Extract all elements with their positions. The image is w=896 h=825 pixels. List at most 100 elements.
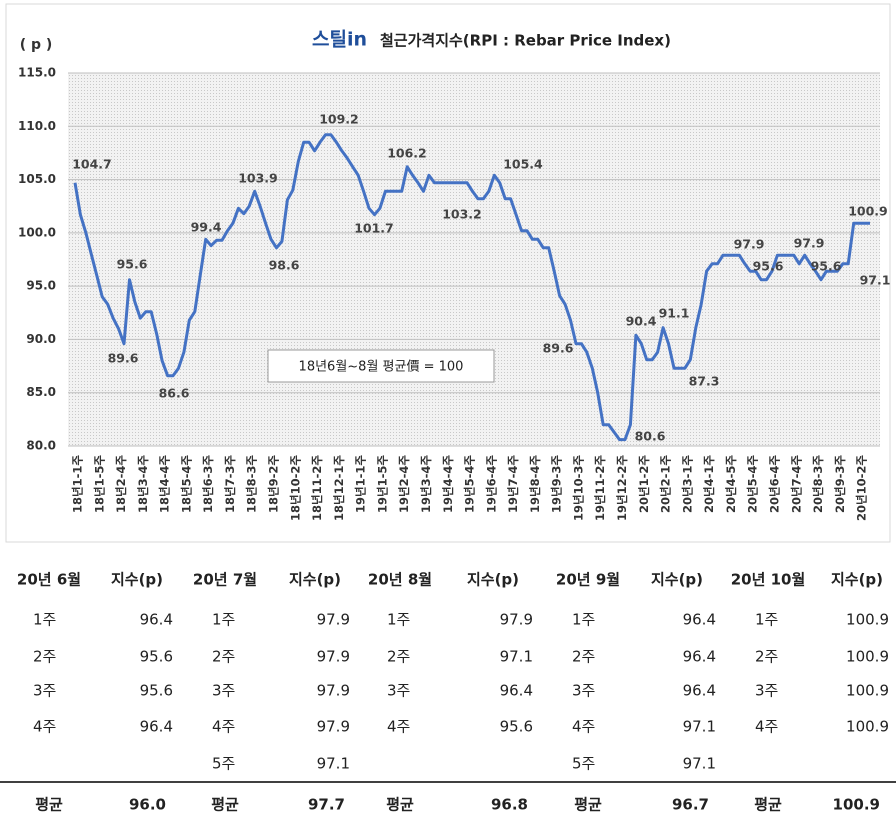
data-label: 91.1: [659, 306, 690, 321]
y-tick-label: 110.0: [18, 119, 56, 133]
week-value: 96.4: [683, 682, 716, 700]
week-value: 97.1: [317, 755, 350, 773]
data-label: 89.6: [108, 351, 139, 366]
table: 20년 6월 지수(p) 1주 96.4 2주 95.6 3주 95.6 4주 96.4 평균 96.…: [17, 571, 889, 814]
month-header: 20년 10월: [731, 571, 806, 589]
y-tick-label: 90.0: [26, 332, 56, 346]
x-tick-label: 19년10-3주: [571, 455, 585, 521]
x-tick-label: 19년8-4주: [528, 455, 542, 513]
x-tick-label: 18년8-3주: [245, 455, 259, 513]
y-tick-label: 105.0: [18, 172, 56, 186]
data-label: 106.2: [387, 146, 427, 161]
x-tick-label: 20년2-1주: [659, 455, 673, 513]
week-label: 5주: [572, 755, 595, 773]
week-label: 2주: [212, 648, 235, 666]
week-label: 1주: [33, 611, 56, 629]
data-label: 87.3: [689, 374, 720, 389]
x-tick-label: 19년7-4주: [506, 455, 520, 513]
average-label: 평균: [754, 796, 782, 814]
x-tick-label: 18년9-2주: [267, 455, 281, 513]
annotation-box: [267, 349, 495, 383]
data-label: 95.6: [117, 257, 148, 272]
x-tick-label: 18년11-2주: [310, 455, 324, 521]
x-tick-label: 20년7-4주: [789, 455, 803, 513]
x-tick-label: 18년10-2주: [288, 455, 302, 521]
data-label: 97.1: [860, 273, 891, 288]
x-tick-label: 19년4-4주: [441, 455, 455, 513]
y-tick-label: 115.0: [18, 66, 56, 80]
average-label: 평균: [386, 796, 414, 814]
x-tick-label: 19년12-2주: [615, 455, 629, 521]
week-value: 97.1: [500, 648, 533, 666]
x-tick-label: 19년3-4주: [419, 455, 433, 513]
logo: 스틸in: [312, 29, 367, 51]
data-label: 104.7: [72, 157, 112, 172]
week-label: 3주: [387, 682, 410, 700]
week-label: 2주: [755, 648, 778, 666]
week-value: 96.4: [140, 718, 173, 736]
week-value: 95.6: [140, 682, 173, 700]
average-value: 100.9: [833, 796, 880, 814]
average-label: 평균: [35, 796, 63, 814]
week-value: 100.9: [846, 682, 889, 700]
data-label: 97.9: [734, 237, 765, 252]
x-tick-label: 20년10-2주: [855, 455, 869, 521]
x-tick-label: 18년7-3주: [223, 455, 237, 513]
data-label: 89.6: [543, 341, 574, 356]
index-header: 지수(p): [831, 571, 883, 589]
data-label: 103.2: [442, 207, 482, 222]
week-value: 95.6: [140, 648, 173, 666]
week-label: 1주: [755, 611, 778, 629]
plot: 80.0 85.0 90.0 95.0 100.0 105.0 110.0 115.0 18년1…: [18, 66, 890, 521]
x-tick-label: 20년3-1주: [680, 455, 694, 513]
x-tick-label: 19년1-1주: [354, 455, 368, 513]
average-value: 96.7: [672, 796, 709, 814]
x-tick-label: 19년11-2주: [593, 455, 607, 521]
week-label: 1주: [212, 611, 235, 629]
month-header: 20년 7월: [193, 571, 257, 589]
x-tick-label: 19년5-4주: [463, 455, 477, 513]
line: [73, 133, 870, 442]
week-value: 97.9: [317, 682, 350, 700]
data-label: 86.6: [159, 386, 190, 401]
y-axis-label: ( p ): [20, 37, 53, 53]
week-label: 2주: [572, 648, 595, 666]
data-label: 101.7: [354, 221, 394, 236]
data-label: 98.6: [269, 258, 300, 273]
index-header: 지수(p): [289, 571, 341, 589]
week-label: 4주: [387, 718, 410, 736]
week-label: 3주: [33, 682, 56, 700]
data-label: 99.4: [191, 220, 222, 235]
x-tick-label: 18년6-3주: [201, 455, 215, 513]
week-value: 97.9: [317, 611, 350, 629]
x-tick-label: 18년12-1주: [332, 455, 346, 521]
x-tick-label: 19년2-4주: [397, 455, 411, 513]
data-label: 100.9: [848, 204, 888, 219]
week-label: 1주: [572, 611, 595, 629]
data-label: 105.4: [503, 157, 543, 172]
x-tick-label: 20년8-3주: [811, 455, 825, 513]
x-tick-label: 19년9-3주: [550, 455, 564, 513]
y-tick-label: 100.0: [18, 225, 56, 239]
index-header: 지수(p): [467, 571, 519, 589]
x-tick-label: 20년4-1주: [702, 455, 716, 513]
week-value: 97.9: [317, 648, 350, 666]
week-value: 96.4: [683, 648, 716, 666]
y-tick-label: 95.0: [26, 279, 56, 293]
week-value: 96.4: [683, 611, 716, 629]
x-tick-label: 19년6-4주: [484, 455, 498, 513]
average-value: 97.7: [308, 796, 345, 814]
x-tick-label: 19년1-5주: [375, 455, 389, 513]
annotation: 18년6월~8월 평균價 = 100: [299, 360, 464, 375]
data-label: 103.9: [238, 171, 278, 186]
x-tick-label: 18년1-5주: [92, 455, 106, 513]
average-value: 96.0: [129, 796, 166, 814]
week-value: 97.1: [683, 755, 716, 773]
y-tick-label: 80.0: [26, 439, 56, 453]
week-label: 3주: [755, 682, 778, 700]
week-value: 96.4: [500, 682, 533, 700]
data-label: 95.6: [811, 259, 842, 274]
month-header: 20년 6월: [17, 571, 81, 589]
month-header: 20년 8월: [368, 571, 432, 589]
x-tick-label: 20년6-4주: [767, 455, 781, 513]
